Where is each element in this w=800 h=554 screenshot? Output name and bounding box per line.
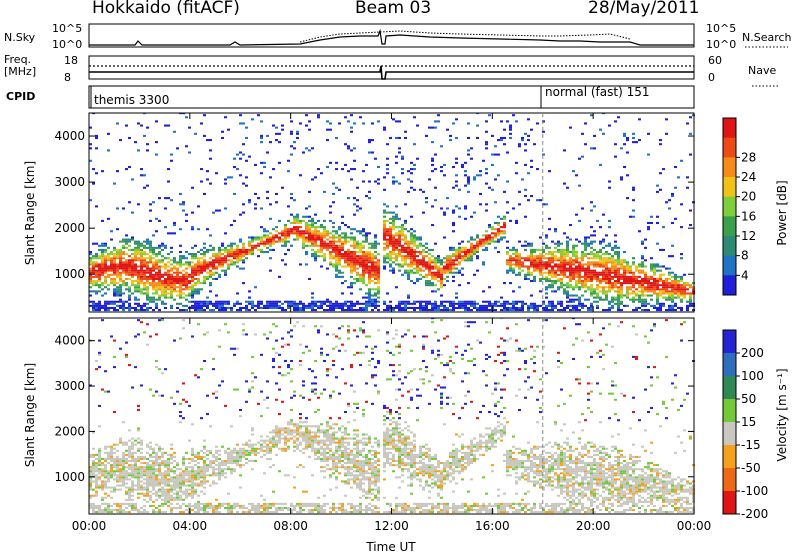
y-tick-label: 2000 (54, 424, 85, 438)
colorbar-tick-label: 20 (741, 190, 756, 204)
nsearch-trace (299, 30, 631, 43)
colorbar-swatch (723, 157, 736, 178)
colorbar-swatch (723, 137, 736, 158)
y-tick-label: 4000 (54, 129, 85, 143)
colorbar-tick-label: -50 (741, 461, 761, 475)
colorbar-tick-label: 12 (741, 229, 756, 243)
colorbar-swatch (723, 491, 736, 515)
velocity-panel: 1000 2000 3000 4000 00:00 04:00 08:00 12:00 16:… (23, 317, 712, 554)
freq-label: Freq. (4, 53, 31, 66)
nsky-trace (89, 28, 694, 46)
colorbar-tick-label: -100 (741, 484, 768, 498)
colorbar-tick-label: 24 (741, 170, 756, 184)
colorbar-tick-label: 16 (741, 209, 756, 223)
y-tick-label: 3000 (54, 175, 85, 189)
colorbar-tick-label: 28 (741, 150, 756, 164)
colorbar-tick-label: 4 (741, 268, 749, 282)
power-panel: 1000 2000 3000 4000 Slant Range [km] (23, 112, 695, 313)
velocity-y-axis: 1000 2000 3000 4000 (54, 334, 694, 484)
cpid-segment-1: normal (fast) 151 (545, 85, 649, 99)
x-tick-label: 00:00 (72, 519, 107, 533)
nsky-label: N.Sky (4, 31, 36, 44)
nsearch-label: N.Search (742, 31, 792, 44)
colorbar-swatch (723, 422, 736, 446)
power-y-axis: 1000 2000 3000 4000 (54, 129, 694, 281)
velocity-ylabel: Slant Range [km] (23, 363, 37, 467)
nave-label: Nave (748, 64, 776, 77)
x-tick-label: 16:00 (475, 519, 510, 533)
nsearch-tick-bottom: 10^0 (706, 38, 736, 51)
colorbar-swatch (723, 353, 736, 377)
colorbar-swatch (723, 376, 736, 400)
nave-tick-bottom: 0 (708, 71, 715, 84)
velocity-heatmap (89, 318, 695, 514)
colorbar-swatch (723, 216, 736, 237)
y-tick-label: 2000 (54, 221, 85, 235)
colorbar-swatch (723, 468, 736, 492)
freq-unit: [MHz] (4, 65, 36, 78)
power-heatmap (89, 113, 695, 312)
colorbar-tick-label: 8 (741, 249, 749, 263)
y-tick-label: 4000 (54, 334, 85, 348)
colorbar-swatch (723, 196, 736, 217)
colorbar-swatch (723, 330, 736, 354)
colorbar-tick-label: -15 (741, 438, 761, 452)
colorbar-swatch (723, 255, 736, 276)
freq-tick-bottom: 8 (64, 71, 71, 84)
x-tick-label: 12:00 (374, 519, 409, 533)
power-x-ticks (88, 113, 695, 312)
colorbar-tick-label: 15 (741, 415, 756, 429)
beam-title: Beam 03 (355, 0, 431, 18)
nave-tick-top: 60 (708, 54, 722, 67)
freq-tick-top: 18 (64, 54, 78, 67)
cpid-label: CPID (6, 90, 35, 103)
velocity-colorbar-label: Velocity [m s⁻¹] (775, 368, 789, 461)
x-tick-label: 20:00 (576, 519, 611, 533)
y-tick-label: 3000 (54, 379, 85, 393)
x-tick-label: 04:00 (173, 519, 208, 533)
colorbar-tick-label: -200 (741, 507, 768, 521)
colorbar-swatch (723, 118, 736, 139)
velocity-colorbar: 200 100 50 15 -15 -50 -100 -200 (722, 329, 768, 521)
nsky-tick-bottom: 10^0 (52, 38, 82, 51)
date-title: 28/May/2011 (588, 0, 700, 18)
freq-panel: Freq. [MHz] 18 8 60 0 Nave (4, 53, 778, 87)
station-title: Hokkaido (fitACF) (92, 0, 240, 18)
freq-trace (89, 65, 694, 80)
power-colorbar-label: Power [dB] (775, 180, 789, 245)
y-tick-label: 1000 (54, 267, 85, 281)
cpid-segment-0: themis 3300 (94, 93, 169, 107)
colorbar-tick-label: 200 (741, 346, 764, 360)
x-tick-label: 08:00 (273, 519, 308, 533)
nsky-panel: N.Sky 10^5 10^0 10^5 10^0 N.Search (4, 22, 792, 51)
power-ylabel: Slant Range [km] (23, 161, 37, 265)
colorbar-swatch (723, 236, 736, 257)
colorbar-tick-label: 100 (741, 369, 764, 383)
y-tick-label: 1000 (54, 470, 85, 484)
velocity-x-ticks: 00:00 04:00 08:00 12:00 16:00 20:00 00:00 (72, 318, 712, 533)
colorbar-swatch (723, 177, 736, 198)
x-axis-label: Time UT (365, 540, 416, 554)
nsearch-tick-top: 10^5 (706, 22, 736, 35)
cpid-panel: CPID themis 3300 normal (fast) 151 (6, 85, 695, 109)
colorbar-swatch (723, 445, 736, 469)
colorbar-tick-label: 50 (741, 392, 756, 406)
colorbar-swatch (723, 399, 736, 423)
x-tick-label: 00:00 (677, 519, 712, 533)
power-colorbar: 4 8 12 16 20 24 28 (722, 117, 756, 296)
colorbar-swatch (723, 275, 736, 296)
nsky-tick-top: 10^5 (52, 22, 82, 35)
